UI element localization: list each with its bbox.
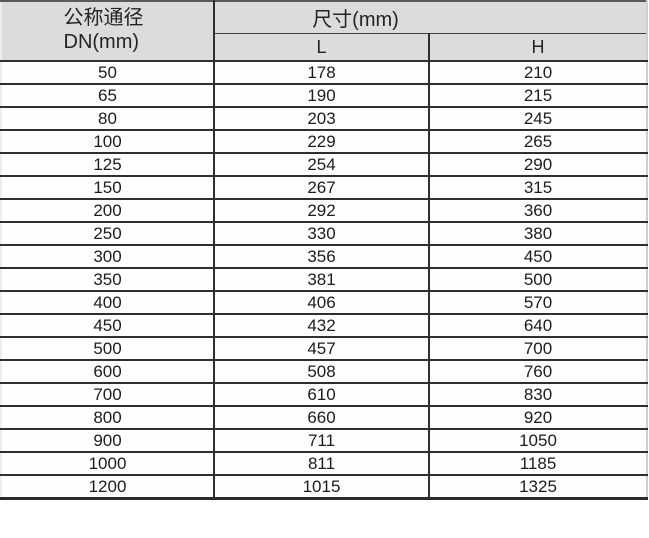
- h-cell: 290: [427, 152, 649, 177]
- h-cell: 450: [427, 244, 649, 269]
- dn-cell: 150: [0, 175, 215, 200]
- header-col-h: H: [427, 33, 649, 62]
- dn-cell: 65: [0, 83, 215, 108]
- dn-cell: 500: [0, 336, 215, 361]
- dn-cell: 800: [0, 405, 215, 430]
- table-row: 1000 811 1185: [0, 451, 649, 476]
- dn-cell: 300: [0, 244, 215, 269]
- h-cell: 920: [427, 405, 649, 430]
- dn-cell: 250: [0, 221, 215, 246]
- h-cell: 570: [427, 290, 649, 315]
- h-cell: 760: [427, 359, 649, 384]
- l-cell: 406: [213, 290, 430, 315]
- header-col-l: L: [213, 33, 430, 62]
- dn-cell: 50: [0, 60, 215, 85]
- table-row: 700 610 830: [0, 382, 649, 407]
- l-cell: 203: [213, 106, 430, 131]
- l-cell: 432: [213, 313, 430, 338]
- header-row-sub: L H: [1, 33, 649, 62]
- dn-cell: 80: [0, 106, 215, 131]
- dimension-table: 公称通径 DN(mm) 尺寸(mm) L H 50 178 210 65 190 …: [0, 0, 649, 500]
- dn-cell: 1200: [0, 474, 215, 500]
- table-row: 450 432 640: [0, 313, 649, 338]
- l-cell: 660: [213, 405, 430, 430]
- h-cell: 640: [427, 313, 649, 338]
- table-row: 100 229 265: [0, 129, 649, 154]
- table-row: 400 406 570: [0, 290, 649, 315]
- table-row: 350 381 500: [0, 267, 649, 292]
- header-dn-line2: DN(mm): [63, 31, 140, 53]
- header-dn-block: 公称通径 DN(mm): [64, 7, 144, 54]
- table-row: 900 711 1050: [0, 428, 649, 453]
- h-cell: 830: [427, 382, 649, 407]
- l-cell: 381: [213, 267, 430, 292]
- table-row: 800 660 920: [0, 405, 649, 430]
- h-cell: 1325: [427, 474, 649, 500]
- l-cell: 292: [213, 198, 430, 223]
- l-cell: 711: [213, 428, 430, 453]
- dn-cell: 125: [0, 152, 215, 177]
- header-dn: 公称通径 DN(mm): [0, 0, 215, 62]
- h-cell: 245: [427, 106, 649, 131]
- h-cell: 360: [427, 198, 649, 223]
- l-cell: 178: [213, 60, 430, 85]
- l-cell: 356: [213, 244, 430, 269]
- dn-cell: 900: [0, 428, 215, 453]
- l-cell: 330: [213, 221, 430, 246]
- dn-cell: 400: [0, 290, 215, 315]
- table-row: 50 178 210: [0, 60, 649, 85]
- table-row: 200 292 360: [0, 198, 649, 223]
- h-cell: 215: [427, 83, 649, 108]
- dn-cell: 1000: [0, 451, 215, 476]
- dn-cell: 700: [0, 382, 215, 407]
- h-cell: 1185: [427, 451, 649, 476]
- table-row: 500 457 700: [0, 336, 649, 361]
- table-row: 1200 1015 1325: [0, 474, 649, 500]
- h-cell: 500: [427, 267, 649, 292]
- h-cell: 700: [427, 336, 649, 361]
- l-cell: 1015: [213, 474, 430, 500]
- dn-cell: 200: [0, 198, 215, 223]
- table-row: 300 356 450: [0, 244, 649, 269]
- dn-cell: 100: [0, 129, 215, 154]
- table-row: 600 508 760: [0, 359, 649, 384]
- dn-cell: 600: [0, 359, 215, 384]
- table-row: 250 330 380: [0, 221, 649, 246]
- header-row-group: 公称通径 DN(mm) 尺寸(mm): [0, 0, 649, 62]
- l-cell: 508: [213, 359, 430, 384]
- table-row: 125 254 290: [0, 152, 649, 177]
- l-cell: 229: [213, 129, 430, 154]
- dn-cell: 350: [0, 267, 215, 292]
- table-row: 150 267 315: [0, 175, 649, 200]
- h-cell: 1050: [427, 428, 649, 453]
- l-cell: 190: [213, 83, 430, 108]
- l-cell: 811: [213, 451, 430, 476]
- h-cell: 315: [427, 175, 649, 200]
- l-cell: 267: [213, 175, 430, 200]
- l-cell: 254: [213, 152, 430, 177]
- h-cell: 210: [427, 60, 649, 85]
- h-cell: 265: [427, 129, 649, 154]
- table-row: 65 190 215: [0, 83, 649, 108]
- l-cell: 610: [213, 382, 430, 407]
- header-size-group: 尺寸(mm): [212, 0, 649, 34]
- header-dn-line1: 公称通径: [63, 7, 144, 30]
- table-row: 80 203 245: [0, 106, 649, 131]
- dn-cell: 450: [0, 313, 215, 338]
- h-cell: 380: [427, 221, 649, 246]
- l-cell: 457: [213, 336, 430, 361]
